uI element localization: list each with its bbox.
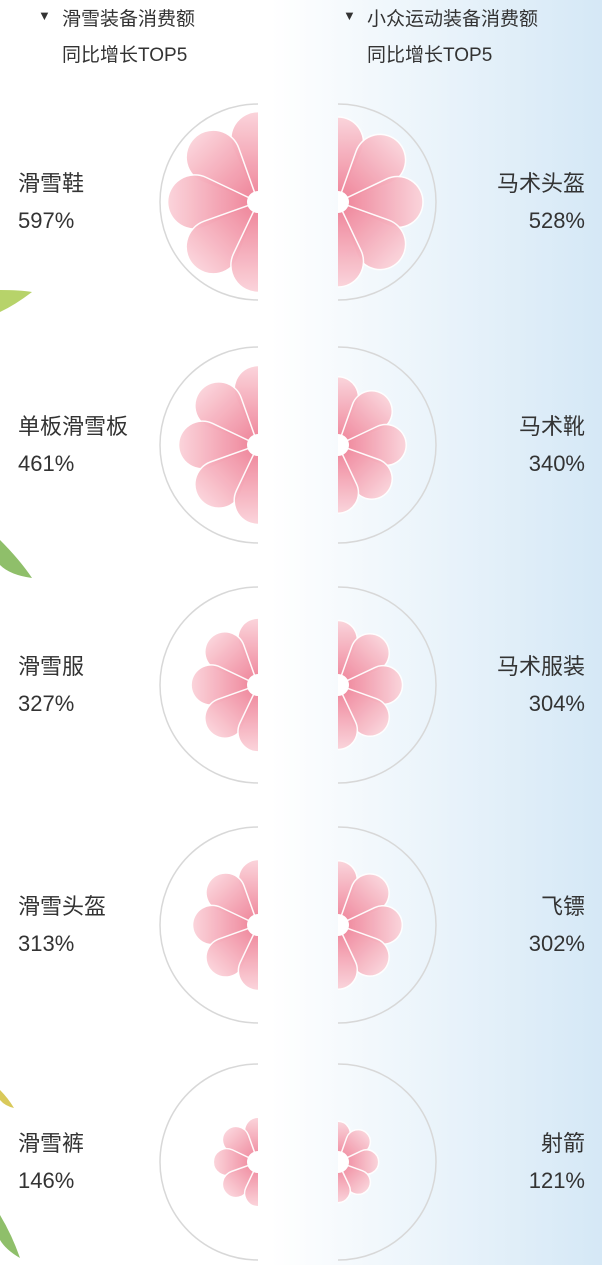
circle-outline <box>159 346 259 544</box>
header-title: 滑雪装备消费额 <box>62 8 195 30</box>
flower <box>338 859 404 991</box>
hub <box>338 434 349 456</box>
category-label: 滑雪服 <box>18 654 84 679</box>
circle-outline <box>337 346 437 544</box>
hub <box>247 191 258 213</box>
flower <box>177 364 258 526</box>
petal <box>338 1160 351 1204</box>
category-label: 飞镖 <box>541 894 585 919</box>
petal <box>233 443 258 526</box>
leaf <box>0 1215 20 1258</box>
value-label: 304% <box>529 691 585 716</box>
value-label: 146% <box>18 1168 74 1193</box>
circle-outline <box>337 826 437 1024</box>
hub <box>338 1151 349 1173</box>
flower <box>338 116 424 288</box>
category-label: 射箭 <box>541 1131 585 1156</box>
circle-outline <box>159 826 259 1024</box>
category-label: 滑雪裤 <box>18 1131 84 1156</box>
category-label: 滑雪鞋 <box>18 171 84 196</box>
header-title: 同比增长TOP5 <box>367 44 492 66</box>
flower <box>338 1120 380 1204</box>
value-label: 340% <box>529 451 585 476</box>
hub <box>247 1151 258 1173</box>
petal <box>237 683 258 753</box>
header-title: 同比增长TOP5 <box>62 44 187 66</box>
value-label: 121% <box>529 1168 585 1193</box>
value-label: 313% <box>18 931 74 956</box>
petal <box>338 443 360 514</box>
hub <box>247 914 258 936</box>
petal <box>243 1160 258 1208</box>
petal <box>338 683 359 751</box>
flower <box>190 617 258 753</box>
category-label: 滑雪头盔 <box>18 894 106 919</box>
circle-outline <box>337 1063 437 1261</box>
hub <box>338 674 349 696</box>
petal <box>230 200 258 294</box>
hub <box>338 914 349 936</box>
value-label: 302% <box>529 931 585 956</box>
category-label: 单板滑雪板 <box>18 414 128 439</box>
hub <box>338 191 349 213</box>
flower <box>338 376 407 514</box>
circle-outline <box>159 103 259 301</box>
circle-outline <box>159 586 259 784</box>
circle-outline <box>159 1063 259 1261</box>
value-label: 327% <box>18 691 74 716</box>
value-label: 461% <box>18 451 74 476</box>
petal <box>338 923 358 991</box>
flower <box>212 1116 258 1208</box>
hub <box>247 674 258 696</box>
category-label: 马术服装 <box>497 654 585 679</box>
value-label: 528% <box>529 208 585 233</box>
petal <box>237 923 258 992</box>
leaf <box>0 540 32 578</box>
flower <box>338 619 404 751</box>
header-title: 小众运动装备消费额 <box>367 8 538 30</box>
leaf <box>0 290 32 312</box>
category-label: 马术靴 <box>519 414 585 439</box>
triangle: ▼ <box>343 8 356 23</box>
circle-outline <box>337 103 437 301</box>
leaf <box>0 1090 14 1108</box>
flower <box>191 858 258 992</box>
triangle: ▼ <box>38 8 51 23</box>
category-label: 马术头盔 <box>497 171 585 196</box>
hub <box>247 434 258 456</box>
circle-outline <box>337 586 437 784</box>
petal <box>338 200 365 288</box>
value-label: 597% <box>18 208 74 233</box>
